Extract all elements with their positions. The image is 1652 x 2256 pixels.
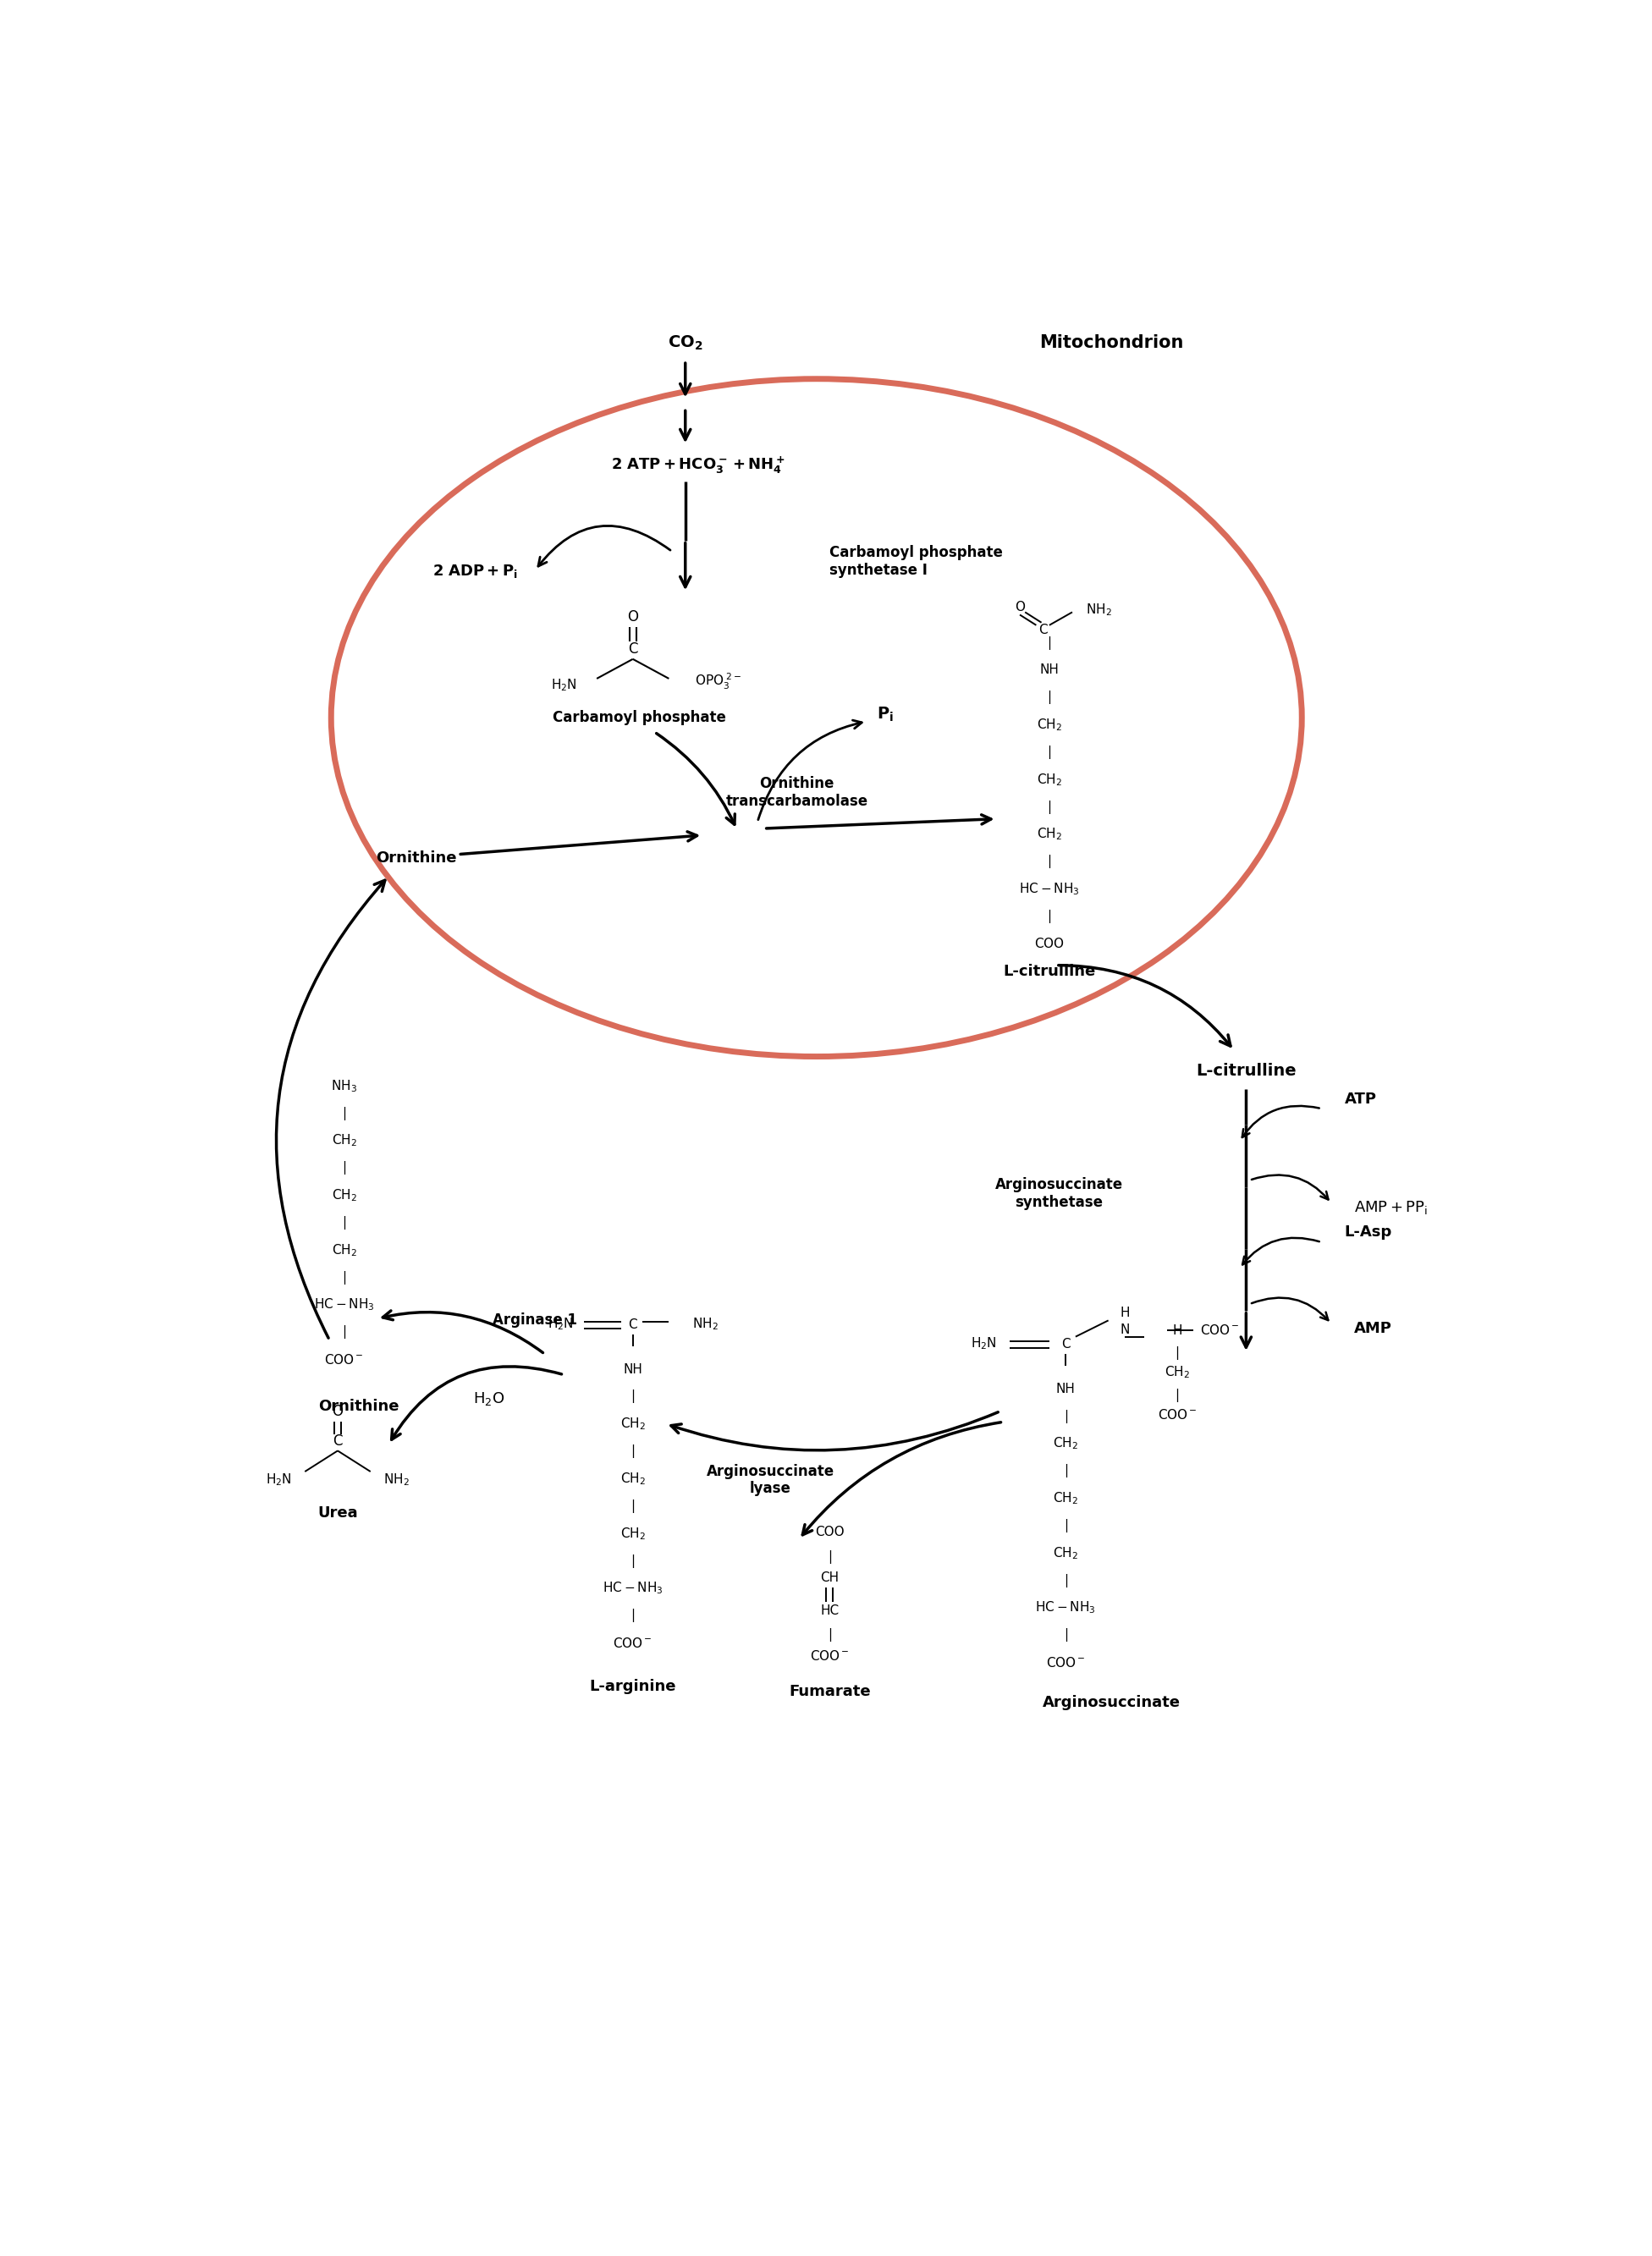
Text: |: |: [342, 1105, 347, 1119]
Text: COO: COO: [814, 1525, 844, 1539]
Text: O: O: [1014, 600, 1024, 614]
Text: O: O: [332, 1403, 344, 1419]
Text: N: N: [1120, 1324, 1130, 1336]
Text: |: |: [631, 1554, 634, 1568]
Text: ATP: ATP: [1345, 1092, 1376, 1105]
Text: $\mathrm{CH_2}$: $\mathrm{CH_2}$: [1037, 826, 1062, 841]
Text: $\mathrm{CH_2}$: $\mathrm{CH_2}$: [620, 1417, 646, 1433]
Text: |: |: [631, 1444, 634, 1457]
Text: |: |: [1064, 1410, 1067, 1424]
Text: L-arginine: L-arginine: [590, 1678, 676, 1694]
Text: |: |: [342, 1324, 347, 1338]
Text: |: |: [342, 1162, 347, 1175]
Text: |: |: [342, 1216, 347, 1230]
Text: $\mathrm{CH_2}$: $\mathrm{CH_2}$: [1052, 1545, 1079, 1561]
Text: $\mathrm{CH_2}$: $\mathrm{CH_2}$: [1037, 717, 1062, 733]
Text: $\mathrm{CH_2}$: $\mathrm{CH_2}$: [1165, 1365, 1189, 1381]
Text: Arginase 1: Arginase 1: [492, 1313, 577, 1329]
Text: CH: CH: [821, 1572, 839, 1584]
Text: C: C: [628, 641, 638, 656]
Text: Ornithine: Ornithine: [377, 851, 458, 866]
Text: Urea: Urea: [317, 1505, 358, 1521]
Text: $\mathrm{NH_2}$: $\mathrm{NH_2}$: [383, 1473, 410, 1489]
Text: $\mathrm{HC-NH_3}$: $\mathrm{HC-NH_3}$: [314, 1297, 375, 1313]
Text: Carbamoyl phosphate
synthetase I: Carbamoyl phosphate synthetase I: [829, 546, 1003, 578]
Text: $\mathrm{CH_2}$: $\mathrm{CH_2}$: [332, 1133, 357, 1148]
Text: $\mathrm{CH_2}$: $\mathrm{CH_2}$: [620, 1471, 646, 1487]
Text: Mitochondrion: Mitochondrion: [1039, 334, 1184, 352]
Text: $\mathrm{NH_2}$: $\mathrm{NH_2}$: [692, 1315, 719, 1331]
Text: $\mathrm{H_2N}$: $\mathrm{H_2N}$: [552, 677, 577, 693]
Text: |: |: [1047, 690, 1051, 704]
Text: $\mathrm{NH_2}$: $\mathrm{NH_2}$: [1085, 602, 1112, 618]
Text: |: |: [1047, 636, 1051, 650]
Text: NH: NH: [1039, 663, 1059, 677]
Text: $\mathrm{COO^-}$: $\mathrm{COO^-}$: [613, 1636, 653, 1649]
Text: $\mathbf{2\ ATP + HCO_3^- + NH_4^+}$: $\mathbf{2\ ATP + HCO_3^- + NH_4^+}$: [611, 456, 785, 476]
Text: |: |: [631, 1609, 634, 1622]
Text: Arginosuccinate: Arginosuccinate: [1042, 1694, 1181, 1710]
Text: $\mathbf{2\ ADP + P_i}$: $\mathbf{2\ ADP + P_i}$: [433, 562, 519, 580]
Text: |: |: [1064, 1575, 1067, 1588]
Text: |: |: [1064, 1518, 1067, 1532]
Text: L-citrulline: L-citrulline: [1196, 1063, 1297, 1078]
Text: |: |: [1064, 1464, 1067, 1478]
Text: NH: NH: [623, 1363, 643, 1376]
Text: $\mathrm{AMP + PP_i}$: $\mathrm{AMP + PP_i}$: [1355, 1200, 1427, 1216]
Text: NH: NH: [1056, 1383, 1075, 1394]
Text: $\mathrm{HC-NH_3}$: $\mathrm{HC-NH_3}$: [1036, 1600, 1095, 1615]
Text: C: C: [1037, 623, 1047, 636]
Text: |: |: [1047, 744, 1051, 758]
Text: |: |: [1047, 855, 1051, 869]
Text: HC: HC: [821, 1604, 839, 1618]
Text: Arginosuccinate
synthetase: Arginosuccinate synthetase: [995, 1178, 1123, 1209]
Text: |: |: [342, 1270, 347, 1284]
Text: C: C: [1061, 1338, 1070, 1351]
Text: L-Asp: L-Asp: [1345, 1225, 1393, 1241]
Text: $\mathrm{CH_2}$: $\mathrm{CH_2}$: [332, 1243, 357, 1259]
Text: $\mathrm{COO^-}$: $\mathrm{COO^-}$: [324, 1354, 363, 1367]
Text: $\mathrm{H_2O}$: $\mathrm{H_2O}$: [472, 1390, 504, 1408]
Text: O: O: [628, 609, 638, 625]
Text: C: C: [332, 1433, 342, 1448]
Text: $\mathrm{CH_2}$: $\mathrm{CH_2}$: [1052, 1491, 1079, 1507]
Text: $\mathrm{NH_3}$: $\mathrm{NH_3}$: [330, 1078, 357, 1094]
Text: $\mathrm{CH_2}$: $\mathrm{CH_2}$: [1037, 772, 1062, 787]
Text: $\mathrm{H}$: $\mathrm{H}$: [1173, 1324, 1183, 1338]
Text: $\mathbf{P_i}$: $\mathbf{P_i}$: [877, 706, 894, 724]
Text: Carbamoyl phosphate: Carbamoyl phosphate: [553, 711, 727, 726]
Text: $\mathrm{CH_2}$: $\mathrm{CH_2}$: [1052, 1435, 1079, 1451]
Text: $\mathrm{H_2N}$: $\mathrm{H_2N}$: [266, 1473, 292, 1489]
Text: $\mathrm{COO^-}$: $\mathrm{COO^-}$: [809, 1649, 849, 1663]
Text: C: C: [628, 1320, 638, 1331]
Text: $\mathrm{H_2N}$: $\mathrm{H_2N}$: [548, 1315, 573, 1331]
Text: L-citrulline: L-citrulline: [1003, 963, 1095, 979]
Text: Ornithine: Ornithine: [317, 1399, 398, 1415]
Text: |: |: [828, 1629, 831, 1642]
Text: Ornithine
transcarbamolase: Ornithine transcarbamolase: [725, 776, 867, 810]
Text: $\mathrm{COO^-}$: $\mathrm{COO^-}$: [1046, 1656, 1085, 1669]
Text: $\mathbf{CO_2}$: $\mathbf{CO_2}$: [667, 334, 702, 352]
Text: |: |: [631, 1390, 634, 1403]
Text: AMP: AMP: [1355, 1320, 1393, 1336]
Text: H: H: [1120, 1306, 1130, 1320]
Text: |: |: [828, 1550, 831, 1563]
Text: |: |: [1064, 1629, 1067, 1642]
Text: |: |: [1047, 909, 1051, 923]
Text: $\mathrm{H_2N}$: $\mathrm{H_2N}$: [971, 1336, 996, 1351]
Text: $\mathrm{OPO_3^{\ 2-}}$: $\mathrm{OPO_3^{\ 2-}}$: [694, 672, 742, 693]
Text: Fumarate: Fumarate: [788, 1685, 871, 1699]
Text: $\mathrm{HC-NH_3}$: $\mathrm{HC-NH_3}$: [1019, 882, 1080, 898]
Text: $\mathrm{CH_2}$: $\mathrm{CH_2}$: [620, 1525, 646, 1541]
Text: $\mathrm{COO^-}$: $\mathrm{COO^-}$: [1158, 1408, 1198, 1421]
Text: Arginosuccinate
lyase: Arginosuccinate lyase: [707, 1464, 834, 1496]
Text: |: |: [1175, 1390, 1180, 1403]
Text: $\mathrm{CH_2}$: $\mathrm{CH_2}$: [332, 1187, 357, 1202]
Text: |: |: [1175, 1347, 1180, 1360]
Text: |: |: [1047, 801, 1051, 814]
Text: |: |: [631, 1500, 634, 1514]
Text: $\mathrm{COO^-}$: $\mathrm{COO^-}$: [1199, 1324, 1239, 1338]
Text: $\mathrm{HC-NH_3}$: $\mathrm{HC-NH_3}$: [603, 1579, 662, 1597]
Text: $\mathrm{COO}$: $\mathrm{COO}$: [1034, 936, 1064, 950]
